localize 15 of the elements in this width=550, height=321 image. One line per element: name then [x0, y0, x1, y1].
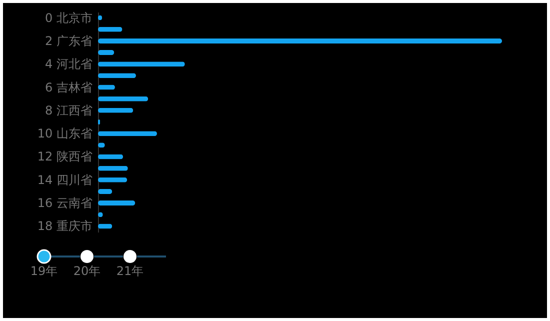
y-tick-label: 4 河北省	[45, 57, 92, 72]
bar	[98, 200, 136, 206]
y-tick-label: 10 山东省	[37, 126, 92, 141]
bar	[98, 38, 502, 44]
y-tick-label: 16 云南省	[37, 196, 92, 210]
text: 20年	[73, 263, 101, 280]
text: 21年	[116, 263, 144, 280]
y-tick-label: 0 北京市	[45, 10, 92, 25]
y-tick-label: 12 陕西省	[37, 150, 92, 164]
y-tick-label: 18 重庆市	[37, 219, 92, 234]
y-tick-label: 14 四川省	[37, 172, 92, 187]
y-tick-label: 8 江西省	[45, 103, 92, 118]
y-tick-label: 2 广东省	[45, 34, 92, 48]
text: 19年	[30, 263, 58, 280]
y-tick-label: 6 吉林省	[45, 80, 92, 94]
